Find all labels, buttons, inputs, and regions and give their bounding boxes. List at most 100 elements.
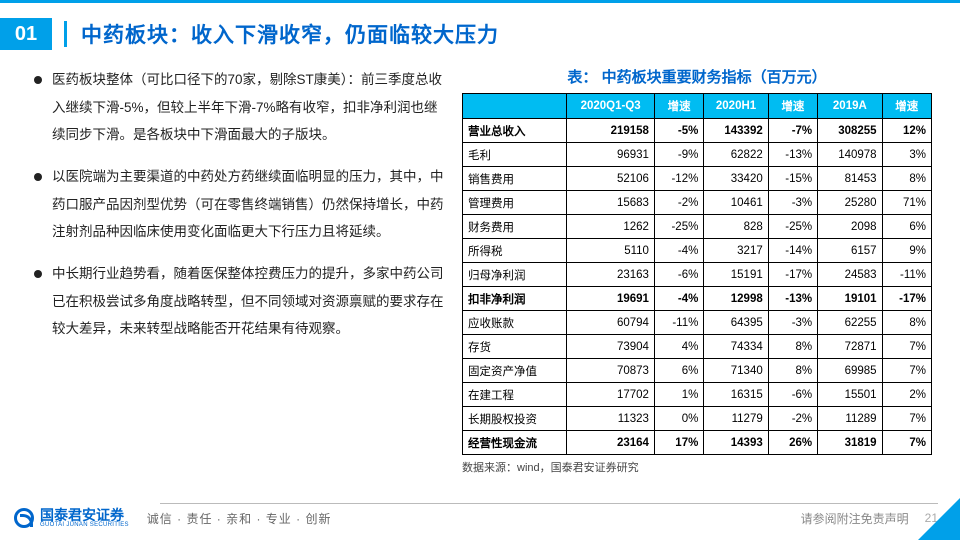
table-row: 经营性现金流2316417%1439326%318197% (463, 431, 932, 455)
data-cell: 71% (882, 191, 931, 215)
data-cell: -17% (882, 287, 931, 311)
slide-title: 中药板块：收入下滑收窄，仍面临较大压力 (81, 19, 499, 49)
data-cell: 15683 (567, 191, 655, 215)
table-row: 归母净利润23163-6%15191-17%24583-11% (463, 263, 932, 287)
data-cell: 23164 (567, 431, 655, 455)
data-cell: -3% (768, 311, 817, 335)
table-row: 应收账款60794-11%64395-3%622558% (463, 311, 932, 335)
table-title: 表： 中药板块重要财务指标（百万元） (462, 66, 932, 87)
data-cell: 25280 (818, 191, 882, 215)
table-header-cell: 2019A (818, 94, 882, 119)
row-label-cell: 固定资产净值 (463, 359, 567, 383)
data-cell: 8% (768, 335, 817, 359)
data-cell: 14393 (704, 431, 768, 455)
bullet-text: 医药板块整体（可比口径下的70家，剔除ST康美）：前三季度总收入继续下滑-5%，… (52, 66, 444, 149)
data-cell: 8% (768, 359, 817, 383)
data-cell: 70873 (567, 359, 655, 383)
data-cell: 69985 (818, 359, 882, 383)
table-row: 在建工程177021%16315-6%155012% (463, 383, 932, 407)
data-cell: -9% (654, 143, 703, 167)
data-cell: 24583 (818, 263, 882, 287)
data-cell: -11% (882, 263, 931, 287)
data-cell: 1262 (567, 215, 655, 239)
data-cell: 17% (654, 431, 703, 455)
table-panel: 表： 中药板块重要财务指标（百万元） 2020Q1-Q3增速2020H1增速20… (462, 66, 932, 475)
data-cell: 60794 (567, 311, 655, 335)
data-cell: 8% (882, 311, 931, 335)
data-cell: 71340 (704, 359, 768, 383)
data-cell: 9% (882, 239, 931, 263)
data-cell: 11323 (567, 407, 655, 431)
data-cell: 3217 (704, 239, 768, 263)
data-cell: 3% (882, 143, 931, 167)
data-cell: -6% (654, 263, 703, 287)
bullet-dot-icon (34, 270, 42, 278)
row-label-cell: 应收账款 (463, 311, 567, 335)
data-cell: -14% (768, 239, 817, 263)
table-row: 营业总收入219158-5%143392-7%30825512% (463, 119, 932, 143)
data-cell: -13% (768, 143, 817, 167)
table-header-cell: 增速 (654, 94, 703, 119)
data-cell: 8% (882, 167, 931, 191)
table-row: 销售费用52106-12%33420-15%814538% (463, 167, 932, 191)
bullet-item: 医药板块整体（可比口径下的70家，剔除ST康美）：前三季度总收入继续下滑-5%，… (34, 66, 444, 149)
table-header-cell (463, 94, 567, 119)
data-cell: 308255 (818, 119, 882, 143)
row-label-cell: 营业总收入 (463, 119, 567, 143)
row-label-cell: 财务费用 (463, 215, 567, 239)
data-cell: 828 (704, 215, 768, 239)
logo-text: 国泰君安证券 (40, 508, 129, 522)
row-label-cell: 所得税 (463, 239, 567, 263)
row-label-cell: 归母净利润 (463, 263, 567, 287)
company-logo: 国泰君安证券 GUOTAI JUNAN SECURITIES (14, 508, 129, 528)
data-cell: 5110 (567, 239, 655, 263)
logo-subtext: GUOTAI JUNAN SECURITIES (40, 522, 129, 528)
corner-triangle-icon (918, 498, 960, 540)
table-row: 固定资产净值708736%713408%699857% (463, 359, 932, 383)
data-cell: -2% (768, 407, 817, 431)
data-cell: 81453 (818, 167, 882, 191)
data-cell: 19101 (818, 287, 882, 311)
data-cell: -6% (768, 383, 817, 407)
data-cell: -12% (654, 167, 703, 191)
table-row: 存货739044%743348%728717% (463, 335, 932, 359)
data-cell: 33420 (704, 167, 768, 191)
data-cell: 6157 (818, 239, 882, 263)
table-row: 财务费用1262-25%828-25%20986% (463, 215, 932, 239)
row-label-cell: 扣非净利润 (463, 287, 567, 311)
data-cell: 11289 (818, 407, 882, 431)
data-cell: 15191 (704, 263, 768, 287)
data-cell: 96931 (567, 143, 655, 167)
table-header-cell: 2020H1 (704, 94, 768, 119)
data-cell: 7% (882, 335, 931, 359)
section-number: 01 (0, 18, 52, 50)
data-cell: 0% (654, 407, 703, 431)
data-cell: 62255 (818, 311, 882, 335)
data-cell: 2% (882, 383, 931, 407)
slide-header: 01 中药板块：收入下滑收窄，仍面临较大压力 (0, 0, 960, 60)
data-cell: 16315 (704, 383, 768, 407)
data-cell: 4% (654, 335, 703, 359)
data-cell: -4% (654, 287, 703, 311)
row-label-cell: 长期股权投资 (463, 407, 567, 431)
data-cell: -13% (768, 287, 817, 311)
table-source: 数据来源：wind，国泰君安证券研究 (462, 459, 932, 475)
data-cell: 19691 (567, 287, 655, 311)
data-cell: -3% (768, 191, 817, 215)
data-cell: 52106 (567, 167, 655, 191)
data-cell: 1% (654, 383, 703, 407)
data-cell: 7% (882, 431, 931, 455)
table-row: 所得税5110-4%3217-14%61579% (463, 239, 932, 263)
header-divider (64, 21, 67, 47)
data-cell: 73904 (567, 335, 655, 359)
data-cell: 72871 (818, 335, 882, 359)
data-cell: 12% (882, 119, 931, 143)
data-cell: -25% (654, 215, 703, 239)
slide-content: 医药板块整体（可比口径下的70家，剔除ST康美）：前三季度总收入继续下滑-5%，… (0, 60, 960, 475)
row-label-cell: 销售费用 (463, 167, 567, 191)
data-cell: -7% (768, 119, 817, 143)
data-cell: 15501 (818, 383, 882, 407)
data-cell: 2098 (818, 215, 882, 239)
top-accent-bar (0, 0, 960, 3)
bullet-item: 中长期行业趋势看，随着医保整体控费压力的提升，多家中药公司已在积极尝试多角度战略… (34, 260, 444, 343)
